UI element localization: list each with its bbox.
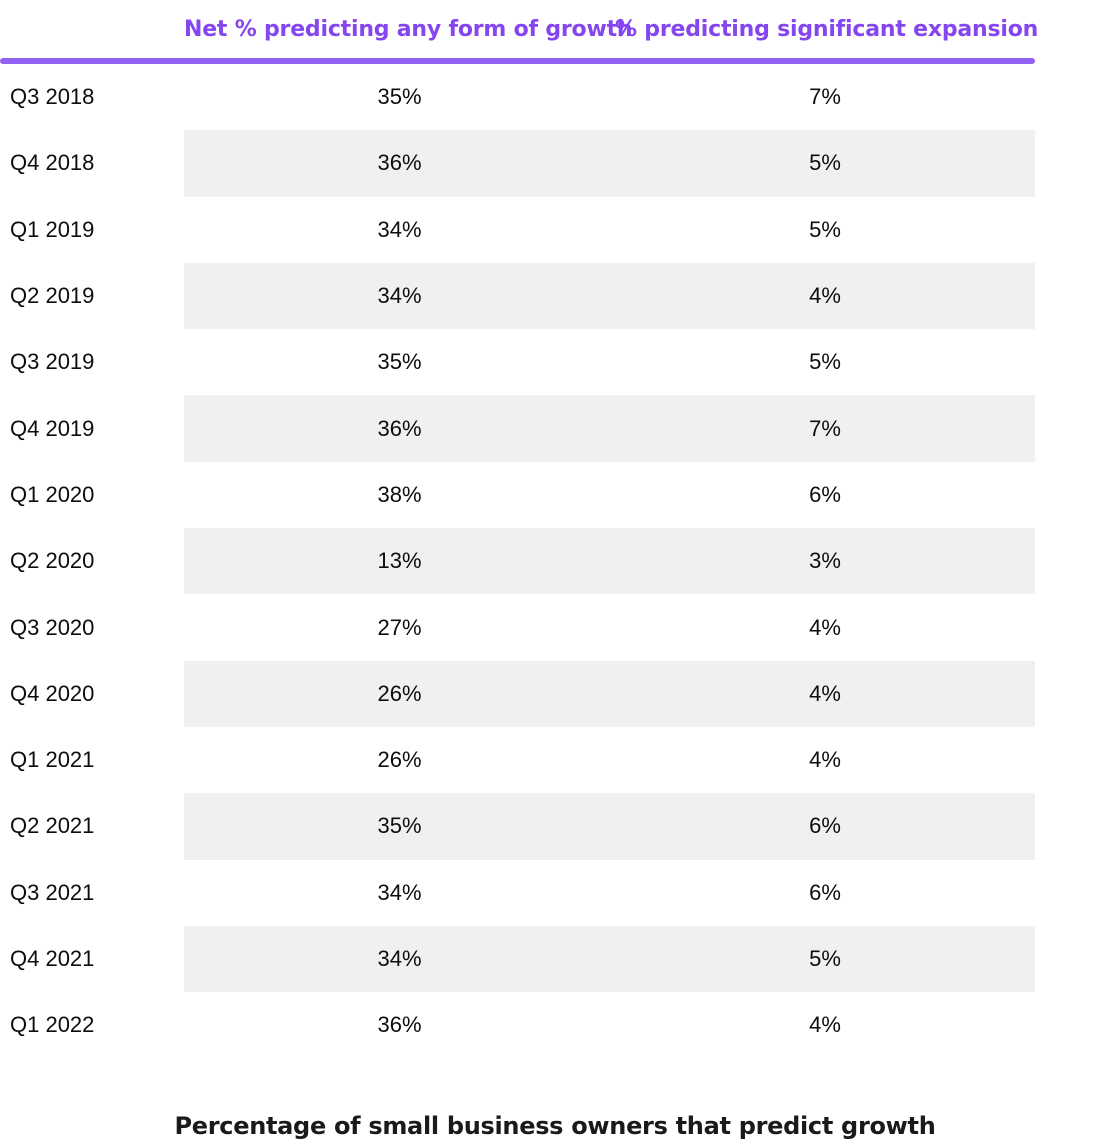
table-row: Q1 2019 34% 5% (0, 197, 1035, 263)
significant-expansion-value: 4% (809, 1012, 841, 1038)
net-growth-value: 35% (377, 813, 422, 839)
row-stripe-area: 34% 4% (184, 262, 1035, 330)
quarter-label: Q3 2018 (10, 84, 95, 110)
table-row: Q1 2022 36% 4% (0, 992, 1035, 1058)
row-stripe-area: 36% 5% (184, 130, 1035, 197)
significant-expansion-value: 6% (809, 879, 841, 905)
table-header-row: Net % predicting any form of growth % pr… (0, 0, 1039, 58)
table-row: Q4 2021 34% 5% (0, 925, 1035, 993)
net-growth-value: 35% (377, 349, 422, 375)
row-stripe-area: 13% 3% (184, 528, 1035, 595)
quarter-label: Q3 2020 (10, 614, 95, 640)
significant-expansion-value: 3% (809, 548, 841, 574)
significant-expansion-column-header: % predicting significant expansion (615, 16, 1039, 42)
row-stripe-area: 34% 5% (184, 925, 1035, 993)
significant-expansion-value: 7% (809, 415, 841, 441)
row-stripe-area: 36% 7% (184, 395, 1035, 462)
significant-expansion-value: 4% (809, 283, 841, 309)
significant-expansion-value: 5% (809, 349, 841, 375)
significant-expansion-value: 5% (809, 216, 841, 242)
net-growth-value: 36% (377, 415, 422, 441)
row-stripe-area: 34% 5% (184, 197, 1035, 263)
table-row: Q2 2019 34% 4% (0, 262, 1035, 330)
net-growth-column-header: Net % predicting any form of growth (184, 16, 633, 42)
row-stripe-area: 35% 5% (184, 329, 1035, 395)
table-row: Q4 2019 36% 7% (0, 395, 1035, 462)
net-growth-value: 36% (377, 150, 422, 176)
row-stripe-area: 35% 6% (184, 793, 1035, 860)
row-stripe-area: 35% 7% (184, 64, 1035, 130)
table-body: Q3 2018 35% 7% Q4 2018 36% 5% Q1 2019 34… (0, 64, 1035, 1058)
significant-expansion-value: 5% (809, 150, 841, 176)
net-growth-value: 34% (377, 283, 422, 309)
quarter-label: Q3 2019 (10, 349, 95, 375)
quarter-label: Q2 2021 (10, 813, 95, 839)
header-underline-rule (0, 58, 1035, 64)
row-stripe-area: 36% 4% (184, 992, 1035, 1058)
table-row: Q3 2020 27% 4% (0, 594, 1035, 660)
significant-expansion-value: 4% (809, 614, 841, 640)
significant-expansion-value: 5% (809, 946, 841, 971)
table-row: Q2 2021 35% 6% (0, 793, 1035, 860)
table-row: Q4 2018 36% 5% (0, 130, 1035, 197)
row-stripe-area: 38% 6% (184, 462, 1035, 528)
row-stripe-area: 26% 4% (184, 727, 1035, 793)
table-row: Q3 2021 34% 6% (0, 860, 1035, 926)
quarter-label: Q1 2019 (10, 216, 95, 242)
net-growth-value: 26% (377, 680, 422, 706)
significant-expansion-value: 7% (809, 84, 841, 110)
quarter-label: Q2 2019 (10, 283, 95, 309)
row-stripe-area: 27% 4% (184, 594, 1035, 660)
quarter-label: Q4 2019 (10, 415, 95, 441)
quarter-label: Q1 2020 (10, 481, 95, 507)
table-row: Q1 2020 38% 6% (0, 462, 1035, 528)
row-stripe-area: 34% 6% (184, 860, 1035, 926)
net-growth-value: 34% (377, 946, 422, 971)
quarter-label: Q1 2021 (10, 747, 95, 773)
significant-expansion-value: 6% (809, 813, 841, 839)
net-growth-value: 35% (377, 84, 422, 110)
table-row: Q4 2020 26% 4% (0, 660, 1035, 727)
significant-expansion-value: 6% (809, 481, 841, 507)
table-row: Q2 2020 13% 3% (0, 528, 1035, 595)
net-growth-value: 27% (377, 614, 422, 640)
quarter-label: Q4 2018 (10, 150, 95, 176)
table-row: Q3 2018 35% 7% (0, 64, 1035, 130)
quarter-label: Q3 2021 (10, 879, 95, 905)
quarter-label: Q4 2021 (10, 946, 95, 971)
table-row: Q1 2021 26% 4% (0, 727, 1035, 793)
net-growth-value: 34% (377, 879, 422, 905)
table-row: Q3 2019 35% 5% (0, 329, 1035, 395)
quarter-label: Q2 2020 (10, 548, 95, 574)
net-growth-value: 13% (377, 548, 422, 574)
net-growth-value: 34% (377, 216, 422, 242)
quarter-label: Q1 2022 (10, 1012, 95, 1038)
net-growth-value: 36% (377, 1012, 422, 1038)
net-growth-value: 38% (377, 481, 422, 507)
row-stripe-area: 26% 4% (184, 660, 1035, 727)
net-growth-value: 26% (377, 747, 422, 773)
quarter-label: Q4 2020 (10, 680, 95, 706)
significant-expansion-value: 4% (809, 747, 841, 773)
growth-table: Net % predicting any form of growth % pr… (0, 0, 1039, 1058)
significant-expansion-value: 4% (809, 680, 841, 706)
table-caption: Percentage of small business owners that… (174, 1112, 936, 1140)
